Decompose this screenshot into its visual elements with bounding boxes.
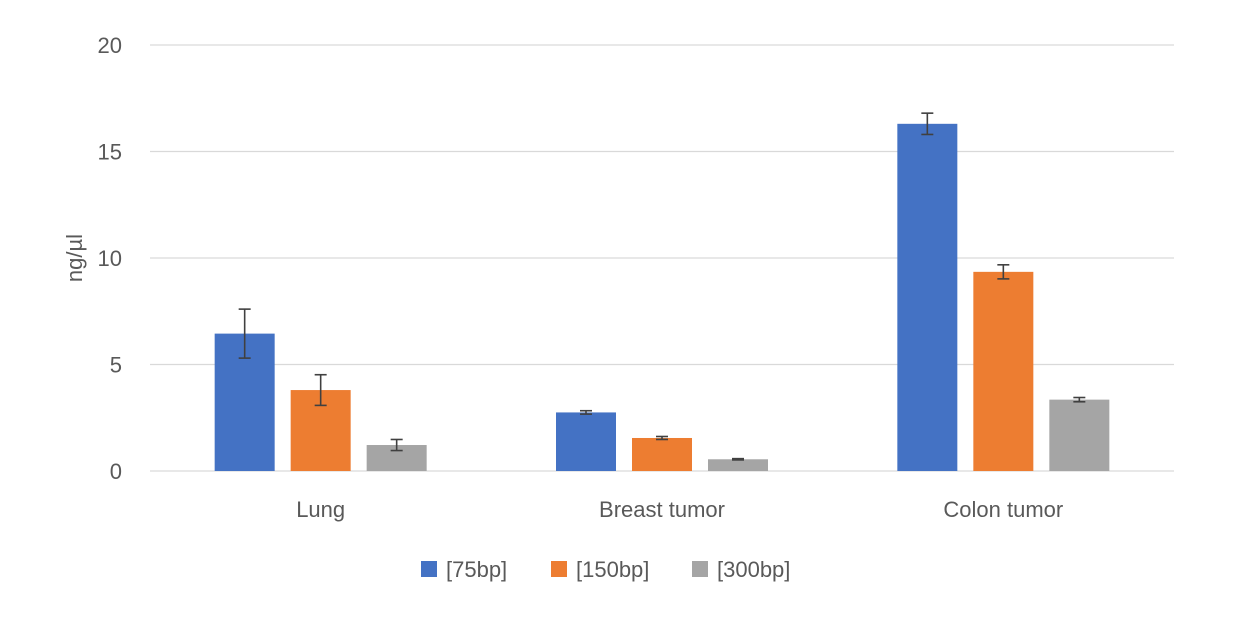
error-bar bbox=[1073, 396, 1086, 403]
error-bar bbox=[997, 264, 1010, 280]
x-axis-categories: Lung Breast tumor Colon tumor bbox=[296, 497, 1063, 522]
legend-item: [150bp] bbox=[551, 557, 649, 582]
y-tick-label: 20 bbox=[98, 33, 122, 58]
y-tick-label: 10 bbox=[98, 246, 122, 271]
bar bbox=[973, 271, 1034, 471]
legend-swatch bbox=[421, 561, 437, 577]
error-bar bbox=[314, 373, 327, 407]
bar bbox=[632, 437, 692, 471]
y-tick-label: 15 bbox=[98, 140, 122, 165]
bar bbox=[708, 459, 768, 471]
legend-item: [300bp] bbox=[692, 557, 790, 582]
legend-swatch bbox=[551, 561, 567, 577]
error-bar bbox=[732, 457, 744, 461]
legend-label: [150bp] bbox=[576, 557, 649, 582]
bar bbox=[897, 123, 958, 471]
bar bbox=[556, 412, 616, 471]
error-bar bbox=[580, 409, 592, 415]
bars bbox=[214, 123, 1110, 471]
error-bar bbox=[921, 112, 934, 136]
y-axis-title: ng/µl bbox=[62, 234, 87, 282]
error-bars bbox=[238, 112, 1086, 461]
legend-item: [75bp] bbox=[421, 557, 507, 582]
legend-swatch bbox=[692, 561, 708, 577]
legend-label: [300bp] bbox=[717, 557, 790, 582]
legend-label: [75bp] bbox=[446, 557, 507, 582]
x-category-label: Lung bbox=[296, 497, 345, 522]
y-axis-ticks: 0 5 10 15 20 bbox=[98, 33, 122, 484]
error-bar bbox=[656, 435, 668, 441]
legend: [75bp] [150bp] [300bp] bbox=[421, 557, 790, 582]
error-bar bbox=[390, 438, 403, 452]
x-category-label: Breast tumor bbox=[599, 497, 725, 522]
error-bar bbox=[238, 308, 251, 359]
x-category-label: Colon tumor bbox=[943, 497, 1063, 522]
y-tick-label: 0 bbox=[110, 459, 122, 484]
y-tick-label: 5 bbox=[110, 353, 122, 378]
bar bbox=[1049, 399, 1110, 471]
